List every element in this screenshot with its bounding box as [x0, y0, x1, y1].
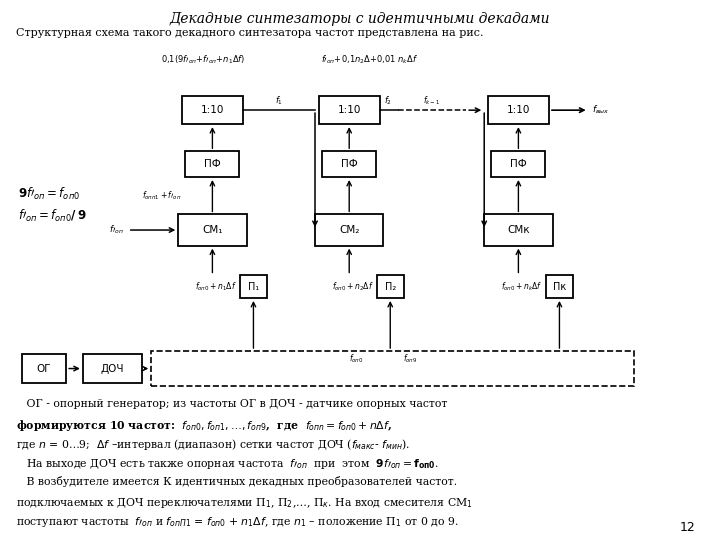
Text: ДОЧ: ДОЧ: [101, 363, 124, 374]
Bar: [83, 354, 142, 383]
Text: СМ₁: СМ₁: [202, 225, 222, 235]
Text: $\mathbf{9}$$f\mathbf{\prime}_{оп}$$=$$f_{оп0}$: $\mathbf{9}$$f\mathbf{\prime}_{оп}$$=$$f…: [18, 186, 80, 202]
Text: ОГ - опорный генератор; из частоты ОГ в ДОЧ - датчике опорных частот: ОГ - опорный генератор; из частоты ОГ в …: [16, 399, 447, 409]
Text: $f_2$: $f_2$: [384, 94, 392, 107]
Bar: [546, 275, 573, 298]
Bar: [240, 275, 267, 298]
Text: $f_{опп1}+f\prime_{оп}$: $f_{опп1}+f\prime_{оп}$: [143, 190, 181, 202]
Text: $f_{оп0}+n_2\Delta f$: $f_{оп0}+n_2\Delta f$: [332, 280, 374, 293]
Text: На выходе ДОЧ есть также опорная частота  $f\prime_{оп}$  при  этом  $\mathbf{9}: На выходе ДОЧ есть также опорная частота…: [16, 457, 438, 471]
Text: В возбудителе имеется К идентичных декадных преобразователей частот.: В возбудителе имеется К идентичных декад…: [16, 476, 457, 487]
Text: где $n$ = 0…9;  $\Delta f$ –интервал (диапазон) сетки частот ДОЧ ($f_{макс}$- $f: где $n$ = 0…9; $\Delta f$ –интервал (диа…: [16, 437, 410, 453]
Bar: [22, 354, 66, 383]
Text: 0,1(9$f\prime_{оп}$+$f\prime_{оп}$+$n_1\Delta f$): 0,1(9$f\prime_{оп}$+$f\prime_{оп}$+$n_1\…: [161, 54, 246, 66]
Text: Пк: Пк: [553, 282, 566, 292]
Text: СМ₂: СМ₂: [339, 225, 359, 235]
Text: $f_{оп0}+n_1\Delta f$: $f_{оп0}+n_1\Delta f$: [195, 280, 237, 293]
Text: $f\mathbf{\prime}_{оп}$$=$$f_{оп0}$$\mathbf{/\,9}$: $f\mathbf{\prime}_{оп}$$=$$f_{оп0}$$\mat…: [18, 208, 86, 224]
Text: $f\prime_{оп}$: $f\prime_{оп}$: [109, 224, 124, 237]
Text: Декадные синтезаторы с идентичными декадами: Декадные синтезаторы с идентичными декад…: [170, 12, 550, 26]
Bar: [315, 214, 383, 246]
Text: ОГ: ОГ: [37, 363, 51, 374]
Text: Структурная схема такого декадного синтезатора частот представлена на рис.: Структурная схема такого декадного синте…: [16, 28, 483, 38]
Text: $f_{вых}$: $f_{вых}$: [593, 104, 610, 117]
Text: 1:10: 1:10: [338, 105, 361, 115]
Bar: [488, 96, 549, 124]
Text: $f_{оп0}+n_k\Delta f$: $f_{оп0}+n_k\Delta f$: [501, 280, 543, 293]
Bar: [491, 151, 546, 177]
Bar: [319, 96, 380, 124]
Text: 1:10: 1:10: [507, 105, 530, 115]
Bar: [186, 151, 239, 177]
Text: П₂: П₂: [384, 282, 396, 292]
Bar: [181, 96, 243, 124]
Text: $f_{k-1}$: $f_{k-1}$: [423, 94, 441, 107]
Text: $f_1$: $f_1$: [275, 94, 283, 107]
Text: ПФ: ПФ: [341, 159, 358, 169]
Text: П₁: П₁: [248, 282, 259, 292]
Text: формируются 10 частот:  $f_{оп0}, f_{оп1}, \ldots, f_{оп9}$,  где  $f_{опn} = f_: формируются 10 частот: $f_{оп0}, f_{оп1}…: [16, 418, 392, 433]
Text: подключаемых к ДОЧ переключателями П$_1$, П$_2$,…, П$_к$. На вход смесителя СМ$_: подключаемых к ДОЧ переключателями П$_1$…: [16, 496, 472, 510]
Bar: [484, 214, 552, 246]
Bar: [377, 275, 404, 298]
Text: ПФ: ПФ: [204, 159, 221, 169]
Text: ПФ: ПФ: [510, 159, 527, 169]
Text: $f\prime_{оп}$+0,1$n_2\Delta$+0,01 $n_k\Delta f$: $f\prime_{оп}$+0,1$n_2\Delta$+0,01 $n_k\…: [320, 54, 418, 66]
Text: поступают частоты  $f\prime_{оп}$ и $f_{опП1}$ = $f_{оп0}$ + $n_1\Delta f$, где : поступают частоты $f\prime_{оп}$ и $f_{о…: [16, 515, 458, 529]
Text: $f_{оп0}$: $f_{оп0}$: [349, 353, 364, 365]
Text: 12: 12: [680, 521, 696, 534]
Text: СМк: СМк: [507, 225, 530, 235]
Bar: [151, 351, 634, 386]
Bar: [323, 151, 376, 177]
Text: 1:10: 1:10: [201, 105, 224, 115]
Bar: [179, 214, 246, 246]
Text: $f_{оп9}$: $f_{оп9}$: [403, 353, 418, 365]
